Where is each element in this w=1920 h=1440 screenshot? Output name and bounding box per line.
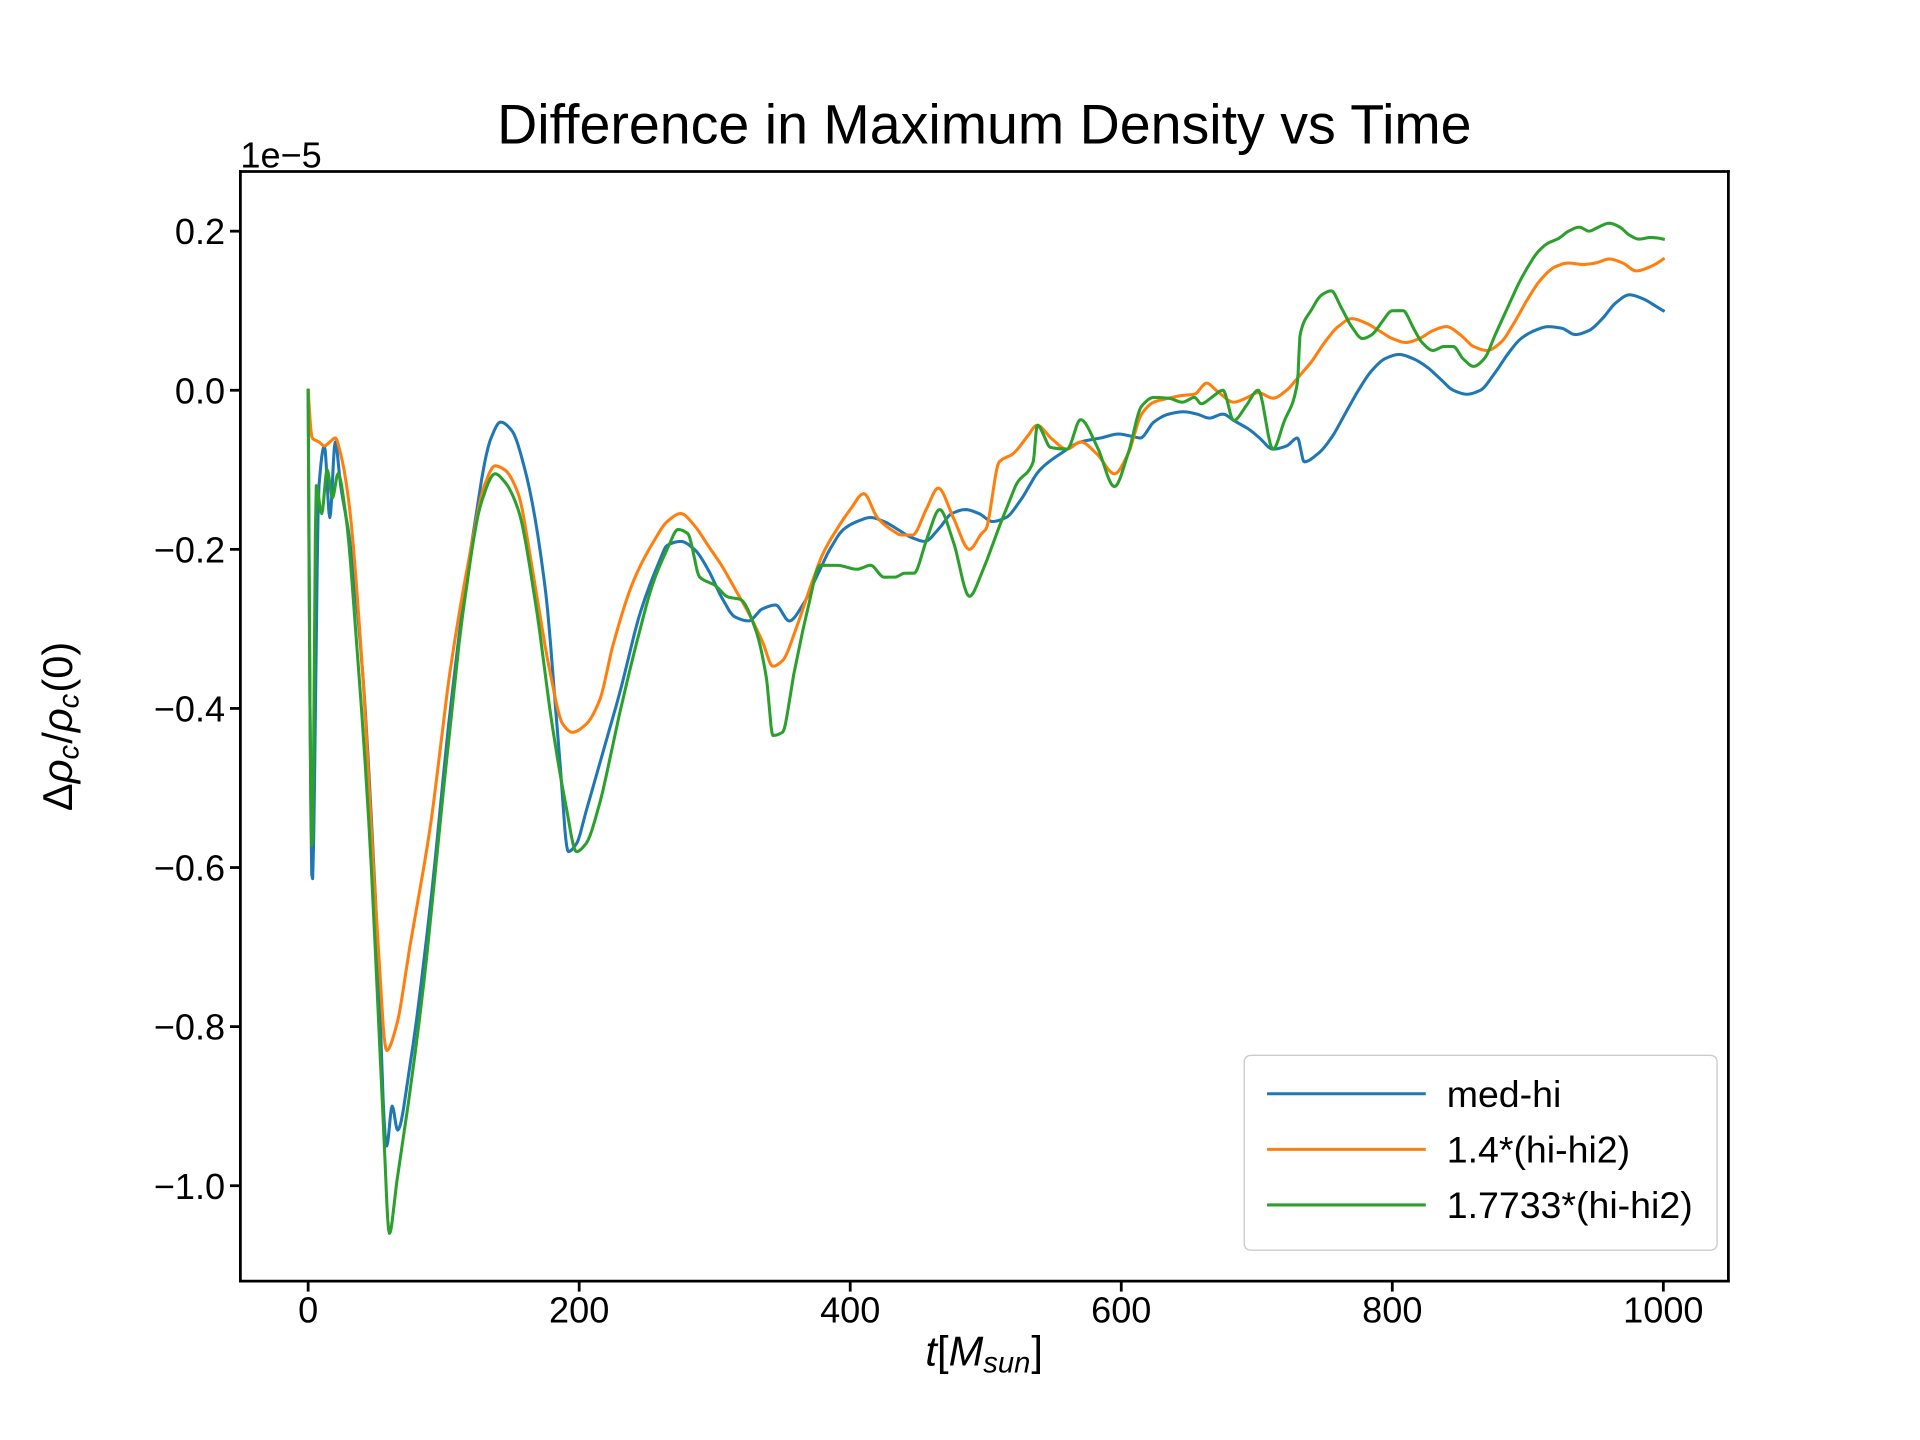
- svg-text:400: 400: [820, 1290, 880, 1331]
- svg-text:−0.4: −0.4: [154, 689, 225, 730]
- svg-text:1.7733*(hi-hi2): 1.7733*(hi-hi2): [1447, 1184, 1693, 1226]
- svg-text:−0.6: −0.6: [154, 848, 225, 889]
- svg-text:−0.2: −0.2: [154, 529, 225, 570]
- svg-text:1e−5: 1e−5: [240, 134, 321, 175]
- svg-text:−1.0: −1.0: [154, 1166, 225, 1207]
- svg-text:1.4*(hi-hi2): 1.4*(hi-hi2): [1447, 1128, 1630, 1170]
- svg-text:Δ / ( 0: Δ / ( 0 ) ρ ρ c c: [34, 636, 86, 811]
- svg-text:200: 200: [549, 1290, 609, 1331]
- svg-text:−0.8: −0.8: [154, 1007, 225, 1048]
- svg-text:0: 0: [298, 1290, 318, 1331]
- svg-text:med-hi: med-hi: [1447, 1073, 1562, 1115]
- svg-text:600: 600: [1091, 1290, 1151, 1331]
- svg-text:Difference in Maximum Density: Difference in Maximum Density vs Time: [497, 94, 1471, 156]
- svg-text:1000: 1000: [1623, 1290, 1703, 1331]
- svg-text:0.2: 0.2: [175, 211, 225, 252]
- svg-text:0.0: 0.0: [175, 370, 225, 411]
- svg-text:800: 800: [1362, 1290, 1422, 1331]
